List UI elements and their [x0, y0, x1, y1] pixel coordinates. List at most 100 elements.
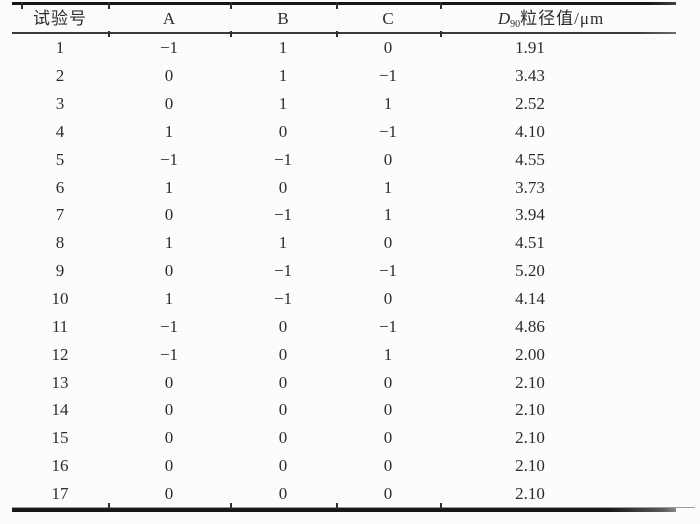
- column-tick: [108, 31, 110, 37]
- column-tick: [440, 2, 442, 9]
- cell-d90-value: 4.10: [515, 121, 545, 141]
- cell-run-number: 4: [55, 121, 65, 141]
- cell-factor-c: 0: [383, 456, 393, 476]
- cell-factor-b: 0: [278, 316, 288, 336]
- cell-factor-a: 1: [164, 177, 174, 197]
- cell-factor-b: −1: [273, 289, 293, 309]
- cell-d90-value: 5.20: [515, 261, 545, 281]
- cell-factor-c: 0: [383, 372, 393, 392]
- cell-run-number: 16: [51, 456, 69, 476]
- cell-factor-c: 1: [383, 177, 393, 197]
- cell-d90-value: 2.10: [515, 456, 545, 476]
- table-header-rule: [12, 32, 676, 34]
- cell-factor-c: 0: [383, 289, 393, 309]
- table-row: 8 1 1 0 4.51: [12, 229, 676, 257]
- table-header-row: 试验号 A B C D90粒径值/μm: [12, 5, 676, 32]
- cell-run-number: 3: [55, 94, 65, 114]
- cell-d90-value: 2.10: [515, 483, 545, 503]
- header-d90-value: D90粒径值/μm: [440, 9, 676, 30]
- cell-d90-value: 2.52: [515, 94, 545, 114]
- cell-factor-c: 0: [383, 483, 393, 503]
- table-row: 17 0 0 0 2.10: [12, 480, 676, 508]
- cell-d90-value: 2.10: [515, 400, 545, 420]
- column-tick: [440, 503, 442, 509]
- cell-run-number: 5: [55, 149, 65, 169]
- column-tick: [336, 2, 338, 9]
- column-tick: [230, 2, 232, 9]
- cell-factor-b: 0: [278, 428, 288, 448]
- cell-factor-c: 0: [383, 233, 393, 253]
- cell-d90-value: 2.00: [515, 344, 545, 364]
- cell-factor-b: −1: [273, 149, 293, 169]
- cell-factor-a: 0: [164, 456, 174, 476]
- table-row: 10 1 −1 0 4.14: [12, 285, 676, 313]
- column-tick: [108, 2, 110, 9]
- cell-factor-a: 0: [164, 66, 174, 86]
- cell-d90-value: 1.91: [515, 38, 545, 58]
- table-bottom-rule: [12, 508, 676, 513]
- table-row: 13 0 0 0 2.10: [12, 368, 676, 396]
- cell-factor-b: 0: [278, 400, 288, 420]
- cell-factor-a: 0: [164, 205, 174, 225]
- table-row: 15 0 0 0 2.10: [12, 424, 676, 452]
- cell-run-number: 15: [51, 428, 69, 448]
- cell-d90-value: 3.73: [515, 177, 545, 197]
- cell-factor-a: 0: [164, 372, 174, 392]
- table-row: 1 −1 1 0 1.91: [12, 34, 676, 62]
- table-bottom-thin-rule: [12, 507, 695, 509]
- cell-factor-c: 1: [383, 94, 393, 114]
- cell-run-number: 2: [55, 66, 65, 86]
- column-tick: [230, 31, 232, 37]
- column-tick: [230, 503, 232, 509]
- cell-factor-b: 0: [278, 456, 288, 476]
- d90-subscript: 90: [510, 19, 521, 30]
- header-factor-a: A: [162, 9, 176, 28]
- table-row: 9 0 −1 −1 5.20: [12, 257, 676, 285]
- cell-factor-c: −1: [378, 121, 398, 141]
- cell-run-number: 10: [51, 289, 69, 309]
- cell-run-number: 13: [51, 372, 69, 392]
- cell-factor-a: 1: [164, 121, 174, 141]
- cell-d90-value: 2.10: [515, 372, 545, 392]
- cell-run-number: 17: [51, 483, 69, 503]
- cell-run-number: 1: [55, 38, 65, 58]
- cell-factor-b: 0: [278, 372, 288, 392]
- cell-factor-c: 0: [383, 428, 393, 448]
- column-tick: [21, 2, 23, 9]
- cell-factor-a: 1: [164, 289, 174, 309]
- cell-run-number: 8: [55, 233, 65, 253]
- cell-factor-b: 0: [278, 177, 288, 197]
- cell-factor-a: −1: [159, 149, 179, 169]
- cell-factor-b: −1: [273, 205, 293, 225]
- cell-factor-c: 1: [383, 344, 393, 364]
- table-row: 5 −1 −1 0 4.55: [12, 145, 676, 173]
- cell-factor-c: 0: [383, 149, 393, 169]
- d90-unit-label: 粒径值/μm: [520, 9, 605, 28]
- column-tick: [108, 503, 110, 509]
- cell-factor-c: −1: [378, 261, 398, 281]
- cell-run-number: 9: [55, 261, 65, 281]
- cell-factor-a: 0: [164, 400, 174, 420]
- cell-factor-a: −1: [159, 38, 179, 58]
- cell-factor-b: 1: [278, 38, 288, 58]
- cell-run-number: 12: [51, 344, 69, 364]
- d90-symbol: D: [497, 9, 511, 28]
- header-run-number: 试验号: [33, 9, 87, 28]
- experiment-design-table: 试验号 A B C D90粒径值/μm 1 −1 1 0 1.91 2 0 1 …: [12, 2, 695, 513]
- column-tick: [336, 503, 338, 509]
- table-row: 3 0 1 1 2.52: [12, 90, 676, 118]
- cell-factor-b: 0: [278, 483, 288, 503]
- table-row: 7 0 −1 1 3.94: [12, 201, 676, 229]
- table-row: 2 0 1 −1 3.43: [12, 62, 676, 90]
- table-row: 14 0 0 0 2.10: [12, 396, 676, 424]
- table-row: 16 0 0 0 2.10: [12, 452, 676, 480]
- cell-factor-a: 0: [164, 428, 174, 448]
- header-factor-b: B: [277, 9, 289, 28]
- cell-d90-value: 4.51: [515, 233, 545, 253]
- cell-d90-value: 4.14: [515, 289, 545, 309]
- cell-d90-value: 2.10: [515, 428, 545, 448]
- cell-factor-c: 0: [383, 400, 393, 420]
- cell-factor-c: −1: [378, 316, 398, 336]
- table-row: 12 −1 0 1 2.00: [12, 340, 676, 368]
